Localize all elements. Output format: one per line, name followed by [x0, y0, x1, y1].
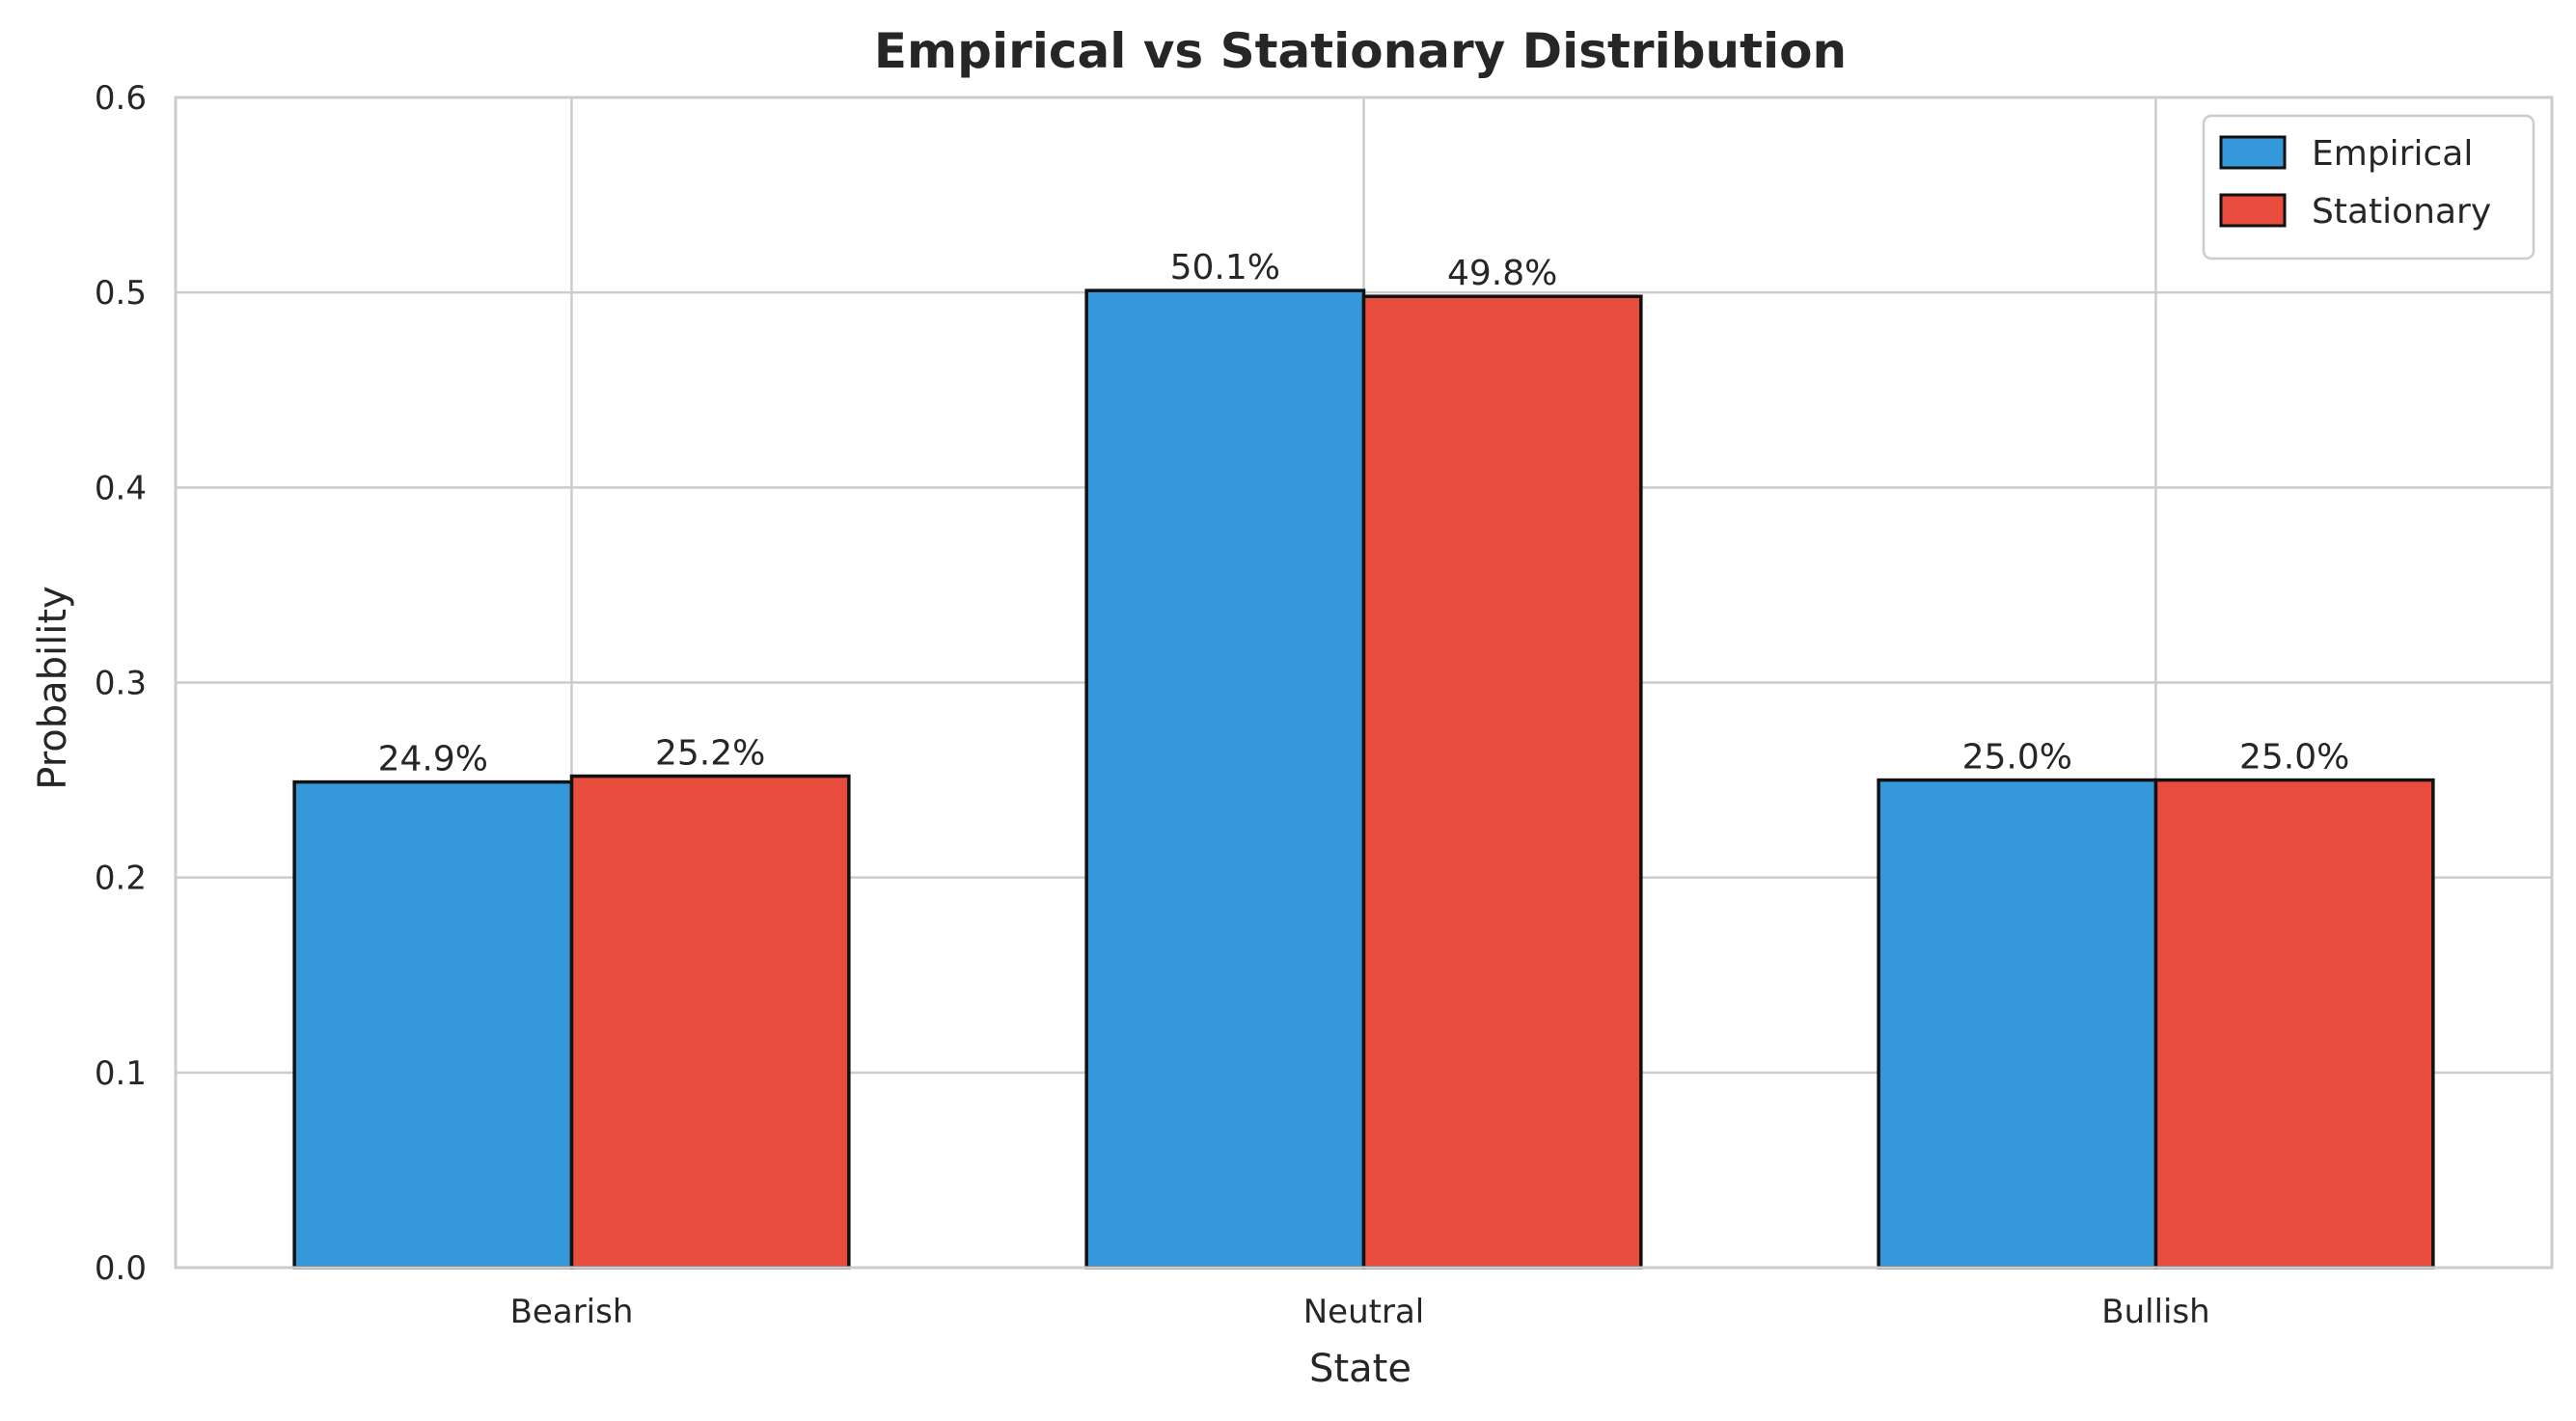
y-tick-label: 0.1 — [95, 1054, 147, 1093]
data-label: 49.8% — [1447, 254, 1557, 293]
data-label: 25.2% — [655, 734, 765, 774]
y-axis-ticks: 0.0 0.1 0.2 0.3 0.4 0.5 0.6 — [95, 79, 147, 1288]
plot-frame — [174, 96, 2554, 1270]
bars — [292, 288, 2435, 1270]
bar-empirical-neutral — [1084, 288, 1366, 1270]
data-label: 25.0% — [2239, 738, 2349, 778]
bar-empirical-bearish — [292, 779, 574, 1270]
x-tick-label: Neutral — [1303, 1293, 1425, 1331]
bar-stationary-neutral — [1361, 294, 1643, 1270]
chart-title: Empirical vs Stationary Distribution — [874, 23, 1847, 79]
legend-label-stationary: Stationary — [2312, 192, 2491, 232]
data-labels: 24.9% 50.1% 25.0% 25.2% 49.8% 25.0% — [378, 248, 2350, 779]
x-axis-label: State — [1309, 1347, 1411, 1391]
x-tick-label: Bullish — [2101, 1293, 2209, 1331]
legend-swatch-stationary — [2219, 193, 2287, 228]
legend: Empirical Stationary — [2202, 114, 2535, 260]
data-label: 25.0% — [1962, 738, 2072, 778]
bar-stationary-bearish — [569, 774, 851, 1270]
data-label: 24.9% — [378, 740, 488, 779]
y-tick-label: 0.3 — [95, 665, 147, 703]
legend-label-empirical: Empirical — [2312, 134, 2473, 174]
legend-swatch-empirical — [2219, 135, 2287, 170]
x-axis-ticks: Bearish Neutral Bullish — [510, 1293, 2210, 1331]
y-axis-label: Probability — [31, 586, 75, 789]
bar-stationary-bullish — [2153, 778, 2435, 1270]
data-label: 50.1% — [1170, 248, 1280, 287]
y-tick-label: 0.2 — [95, 860, 147, 898]
y-tick-label: 0.6 — [95, 79, 147, 118]
y-tick-label: 0.5 — [95, 274, 147, 313]
y-tick-label: 0.0 — [95, 1249, 147, 1288]
bar-empirical-bullish — [1877, 778, 2158, 1270]
x-tick-label: Bearish — [510, 1293, 634, 1331]
y-tick-label: 0.4 — [95, 469, 147, 507]
